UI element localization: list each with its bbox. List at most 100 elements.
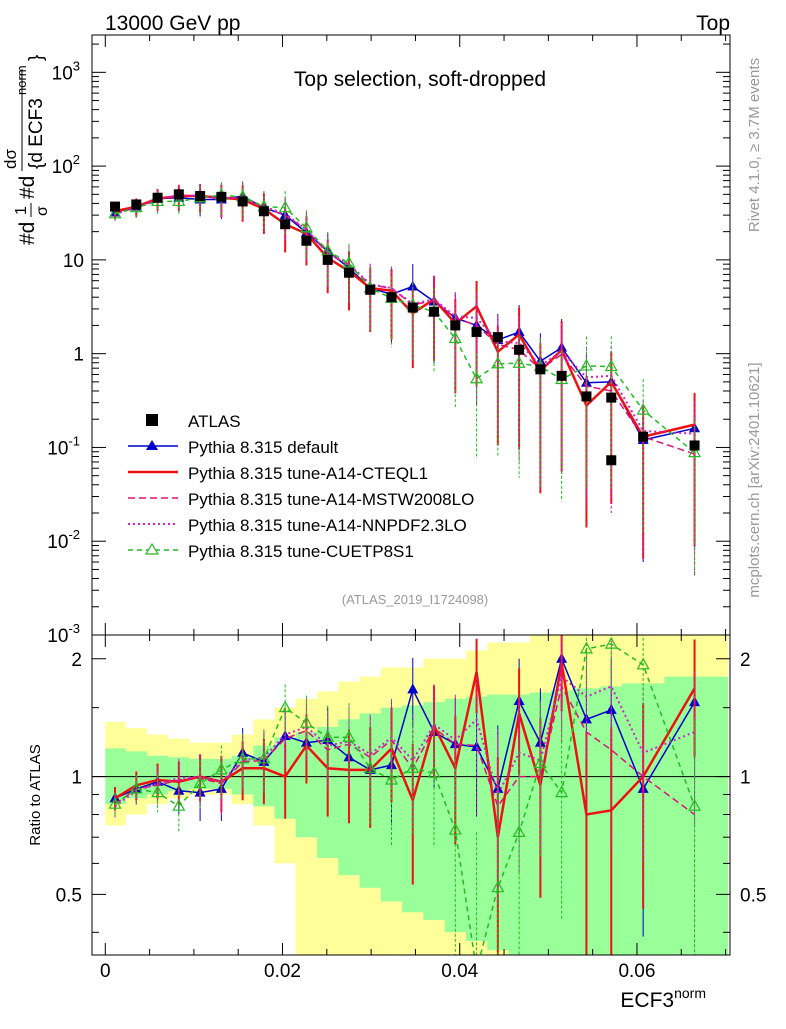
series-0-line-top bbox=[114, 195, 695, 441]
atlas-data-layer bbox=[110, 189, 700, 466]
svg-text:σ: σ bbox=[34, 206, 51, 216]
x-axis-label: ECF3norm bbox=[620, 985, 706, 1012]
svg-text:#d: #d bbox=[16, 222, 39, 245]
legend: ATLAS Pythia 8.315 default Pythia 8.315 tu… bbox=[128, 412, 474, 561]
series-4-marker-top bbox=[448, 331, 462, 344]
y-tick-label-top: 10-1 bbox=[47, 433, 80, 459]
atlas-data-point bbox=[365, 284, 376, 295]
atlas-data-point bbox=[407, 302, 418, 313]
atlas-data-point bbox=[322, 254, 333, 265]
y-tick-label-ratio-right: 1 bbox=[740, 768, 751, 789]
header-left: 13000 GeV pp bbox=[105, 12, 240, 35]
atlas-data-point bbox=[606, 455, 617, 466]
svg-text:ECF3norm: ECF3norm bbox=[620, 985, 706, 1012]
x-tick-label: 0 bbox=[100, 961, 111, 982]
ratio-frame bbox=[91, 634, 731, 956]
series-4-marker-top bbox=[512, 356, 526, 368]
axes-layer: 0 0.02 0.04 0.06 10-3 10-2 10-1 1 10 102 103 0.5 0.5… bbox=[47, 34, 766, 982]
series-4-marker-ratio bbox=[688, 798, 702, 811]
series-4-marker-ratio bbox=[129, 781, 143, 794]
series-4-marker-top bbox=[278, 200, 292, 213]
svg-text:norm: norm bbox=[14, 65, 29, 95]
series-4-marker-ratio bbox=[342, 730, 356, 742]
series-4-marker-top bbox=[342, 256, 356, 268]
legend-marker-4 bbox=[144, 542, 160, 555]
ratio-ylabel: Ratio to ATLAS bbox=[27, 744, 44, 845]
series-4-marker-ratio bbox=[299, 715, 313, 728]
series-4-marker-top bbox=[579, 358, 593, 371]
svg-text:}: } bbox=[26, 55, 47, 61]
mcplots-label: mcplots.cern.ch [arXiv:2401.10621] bbox=[746, 362, 763, 597]
series-4-marker-ratio bbox=[604, 636, 618, 649]
series-4-marker-ratio bbox=[151, 785, 165, 798]
series-4-marker-ratio bbox=[533, 756, 547, 769]
svg-text:#d: #d bbox=[16, 176, 39, 199]
series-4-marker-ratio bbox=[278, 700, 292, 713]
series-4-marker-top bbox=[321, 243, 335, 256]
series-0-marker-top bbox=[407, 280, 419, 291]
y-tick-label-top: 1 bbox=[73, 345, 84, 366]
svg-text:dσ: dσ bbox=[1, 149, 20, 169]
series-4-marker-ratio bbox=[384, 772, 399, 785]
series-4-marker-ratio bbox=[512, 825, 526, 838]
atlas-data-point bbox=[535, 364, 546, 375]
series-4-marker-ratio bbox=[448, 822, 462, 835]
y-tick-label-top: 10-3 bbox=[47, 621, 80, 647]
y-tick-label-ratio-right: 0.5 bbox=[740, 885, 766, 906]
atlas-data-point bbox=[638, 431, 649, 442]
legend-label-1: Pythia 8.315 tune-A14-CTEQL1 bbox=[188, 464, 428, 483]
atlas-data-point bbox=[258, 206, 269, 217]
atlas-data-point bbox=[237, 196, 248, 207]
atlas-data-point bbox=[471, 327, 482, 338]
y-tick-label-ratio-right: 2 bbox=[740, 650, 751, 671]
y-tick-label-top: 10 bbox=[63, 251, 84, 272]
band-green bbox=[105, 676, 729, 955]
x-tick-label: 0.06 bbox=[618, 961, 655, 982]
series-4-marker-ratio bbox=[214, 762, 228, 775]
atlas-data-point bbox=[606, 392, 617, 403]
svg-text:{d ECF3: {d ECF3 bbox=[26, 98, 47, 169]
legend-marker-0 bbox=[146, 440, 158, 450]
series-4-marker-ratio bbox=[108, 796, 122, 809]
series-0-marker-ratio bbox=[471, 741, 483, 751]
legend-label-atlas: ATLAS bbox=[188, 412, 241, 431]
atlas-data-point bbox=[152, 192, 163, 203]
chart-title: Top selection, soft-dropped bbox=[294, 68, 546, 91]
series-4-marker-top bbox=[108, 206, 122, 219]
series-0-line-ratio bbox=[114, 656, 696, 799]
legend-label-2: Pythia 8.315 tune-A14-MSTW2008LO bbox=[188, 490, 474, 509]
series-4-marker-top bbox=[172, 194, 186, 207]
series-4-marker-ratio bbox=[257, 751, 271, 764]
legend-marker-atlas bbox=[146, 414, 158, 426]
atlas-data-point bbox=[343, 267, 354, 278]
atlas-data-point bbox=[514, 344, 525, 355]
series-4-marker-top bbox=[688, 445, 702, 458]
series-4-marker-ratio bbox=[363, 761, 377, 773]
atlas-data-point bbox=[301, 235, 312, 246]
series-4-marker-top bbox=[299, 220, 313, 233]
x-tick-label: 0.02 bbox=[264, 961, 301, 982]
atlas-data-point bbox=[492, 332, 503, 343]
analysis-id: (ATLAS_2019_I1724098) bbox=[342, 592, 488, 607]
atlas-data-point bbox=[280, 219, 291, 230]
series-4-marker-top bbox=[470, 371, 484, 384]
x-tick-label: 0.04 bbox=[441, 961, 478, 982]
series-4-line-ratio bbox=[114, 643, 696, 955]
atlas-data-point bbox=[581, 391, 592, 402]
atlas-data-point bbox=[131, 199, 142, 210]
atlas-data-point bbox=[429, 306, 440, 317]
series-4-marker-top bbox=[604, 359, 618, 372]
series-4-marker-ratio bbox=[491, 880, 505, 893]
series-4-marker-ratio bbox=[193, 776, 207, 789]
series-4-marker-ratio bbox=[172, 798, 186, 811]
atlas-data-point bbox=[450, 320, 461, 331]
y-tick-label-ratio: 1 bbox=[71, 768, 82, 789]
atlas-data-point bbox=[195, 190, 206, 201]
y-tick-label-top: 103 bbox=[52, 58, 80, 84]
legend-label-0: Pythia 8.315 default bbox=[188, 438, 339, 457]
y-axis-label: #d 1 σ #d dσ {d ECF3 norm } bbox=[1, 55, 51, 245]
series-4-marker-ratio bbox=[427, 765, 441, 778]
series-4-marker-ratio bbox=[321, 730, 335, 742]
